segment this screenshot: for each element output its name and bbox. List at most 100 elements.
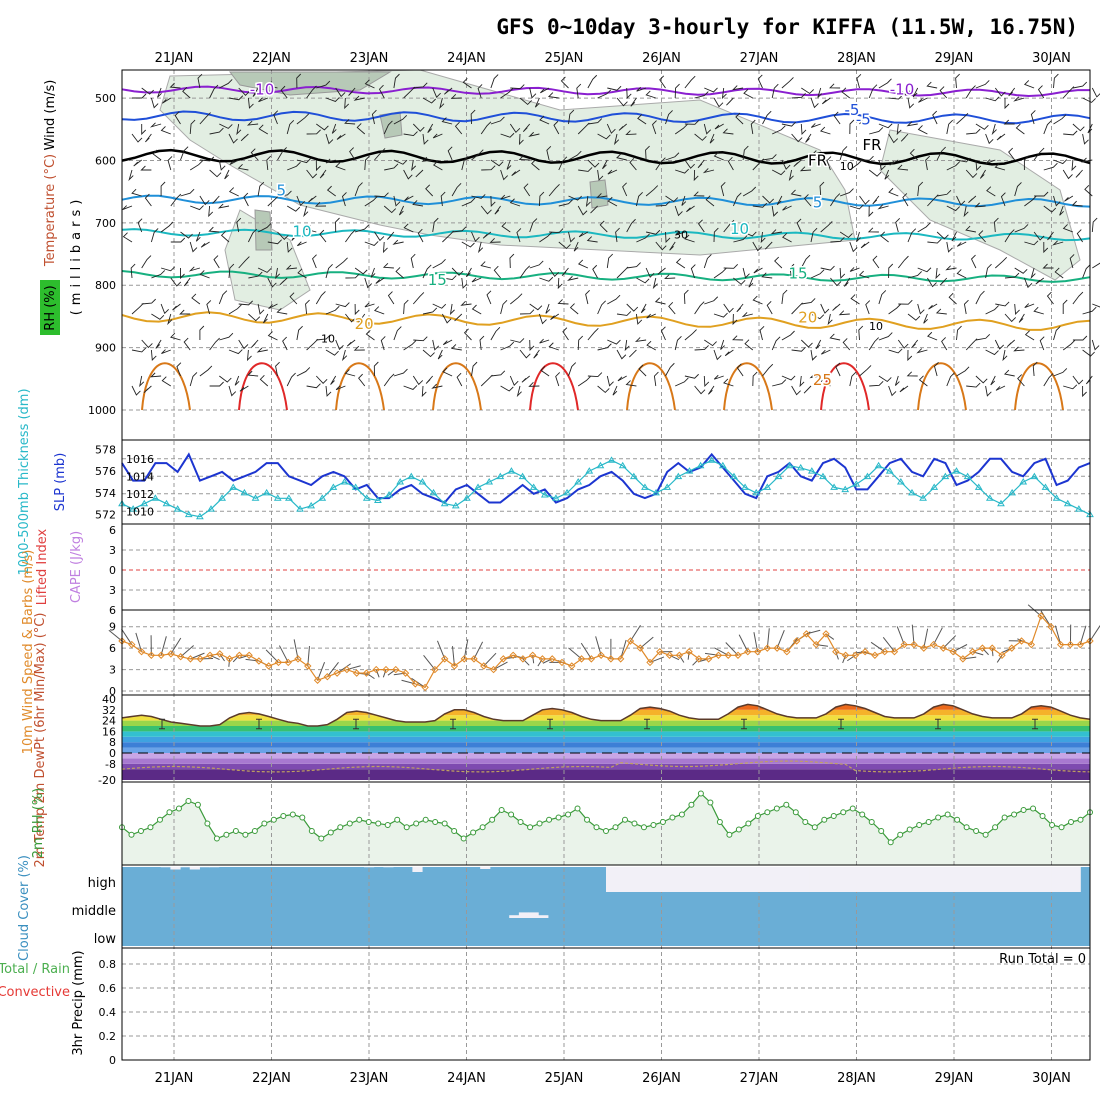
wind-barb (442, 367, 453, 377)
wind-barb (723, 219, 735, 233)
wind-speed-point (528, 651, 537, 659)
wind-barb (228, 263, 235, 279)
wind-barb (770, 229, 782, 235)
thickness-point (741, 483, 749, 490)
wind-barb (985, 385, 992, 397)
wind-barb (810, 269, 825, 279)
wind-barb (380, 336, 386, 351)
wind-speed-point (499, 655, 508, 663)
wind-barb (772, 125, 786, 135)
wind-speed-point (313, 676, 322, 684)
wind-barb (195, 231, 201, 242)
wind-barb (412, 123, 425, 132)
wind-barb (1062, 86, 1075, 99)
wind-barb (500, 299, 508, 315)
wind-barb (189, 119, 196, 135)
rh2m-point (441, 820, 448, 827)
lifted-index-label: Lifted Index (35, 528, 50, 605)
wind-barb (956, 157, 971, 163)
wind-barb (471, 149, 484, 161)
wind-barb (267, 331, 278, 341)
wind-barb (325, 158, 336, 164)
wind-speed-point (519, 655, 527, 663)
wind-barb (569, 303, 579, 315)
wind-barb (596, 193, 608, 199)
wind-barb (144, 193, 152, 207)
wind-speed-point (910, 640, 918, 649)
wind-barb (1062, 299, 1068, 314)
wind-barb (246, 120, 259, 126)
wind-barb (308, 195, 317, 203)
wind-tick-label: 9 (109, 621, 116, 634)
cloud-high-gap (964, 867, 975, 892)
wind-barb (180, 231, 193, 239)
wind-barb (422, 133, 429, 145)
wind-barb (970, 254, 977, 269)
wind-barb (911, 339, 919, 349)
wind-barb (1032, 361, 1038, 377)
wind-barb (442, 275, 457, 281)
wind-barb (849, 267, 860, 272)
wind-barb (1062, 224, 1074, 233)
isotherm-label: FR (862, 136, 881, 154)
wind-barb (382, 262, 394, 269)
wind-barb (423, 655, 436, 670)
wind-barb (529, 218, 538, 233)
wind-barb (907, 97, 915, 109)
rh2m-point (764, 809, 771, 816)
thickness-point (574, 478, 583, 485)
wind-barb (471, 361, 478, 377)
rh2m-point (631, 820, 638, 827)
rh2m-point (688, 801, 695, 808)
wind-barb (345, 313, 356, 323)
wind-barb (1039, 336, 1045, 351)
wind-barb (257, 181, 265, 197)
thickness-point (507, 467, 516, 474)
rh2m-point (508, 811, 515, 818)
temp-tick-label: -20 (98, 774, 116, 787)
wind-barb (247, 370, 259, 377)
wind-barb (694, 345, 709, 351)
cloud-high-gap (886, 867, 897, 892)
wind-barb (733, 235, 748, 243)
temp-tick-label: -8 (105, 758, 116, 771)
rh2m-point (773, 805, 780, 812)
wind-barb (557, 277, 563, 290)
wind-barb (1084, 184, 1093, 197)
cloud-high-gap (780, 867, 791, 892)
wind-barb (655, 157, 666, 171)
wind-speed-point (636, 644, 644, 652)
wind-barb (735, 112, 744, 125)
temp-color-band (122, 763, 1090, 770)
wind-barb (645, 90, 656, 99)
wind-barb (713, 97, 724, 108)
wind-barb (897, 255, 909, 269)
wind-barb (791, 92, 806, 99)
thickness-point (418, 478, 427, 485)
wind-barb (935, 308, 947, 315)
cloud-high-gap (1031, 867, 1043, 892)
wind-barb (816, 644, 829, 647)
wind-barb (398, 205, 405, 216)
cloud-high-gap (480, 867, 491, 869)
wind-barb (820, 265, 835, 271)
wind-barb (1053, 195, 1061, 207)
rh2m-point (565, 811, 572, 818)
wind-barb (736, 303, 744, 313)
wind-barb (263, 313, 269, 324)
wind-barb (1085, 375, 1093, 385)
wind-barb (250, 148, 259, 161)
wind-barb (762, 363, 774, 377)
wind-barb (606, 253, 614, 269)
wind-barb (422, 97, 436, 104)
upper-air-tick-label: 900 (95, 342, 116, 355)
wind-barb (364, 302, 375, 308)
wind-barb (888, 385, 897, 397)
cloud-high-gap (654, 867, 665, 892)
wind-barb (228, 187, 239, 197)
wind-barb (713, 267, 727, 279)
wind-barb (170, 637, 182, 655)
wind-barb (625, 380, 637, 387)
wind-barb (161, 376, 172, 387)
chart-title: GFS 0~10day 3-hourly for KIFFA (11.5W, 1… (496, 15, 1078, 39)
